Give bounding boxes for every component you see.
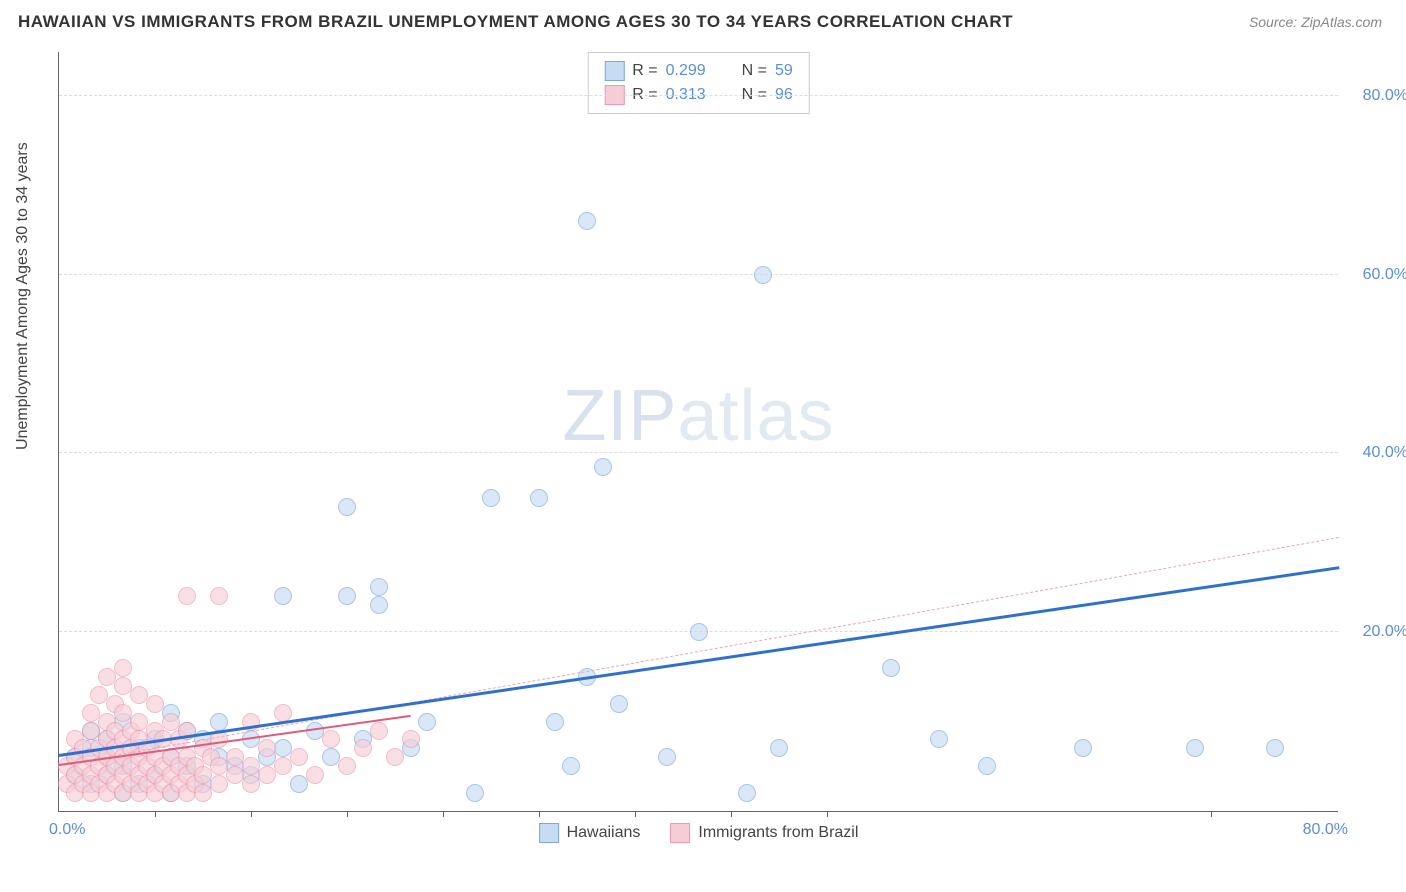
x-tick-mark (539, 811, 540, 817)
data-point (690, 623, 708, 641)
data-point (370, 596, 388, 614)
data-point (770, 739, 788, 757)
series-legend: Hawaiians Immigrants from Brazil (539, 823, 859, 843)
y-tick-label: 40.0% (1348, 444, 1406, 462)
data-point (402, 730, 420, 748)
data-point (258, 766, 276, 784)
data-point (242, 775, 260, 793)
legend-label-hawaiians: Hawaiians (567, 824, 641, 842)
n-label: N = (742, 62, 767, 80)
data-point (114, 659, 132, 677)
data-point (210, 775, 228, 793)
legend-swatch-brazil (670, 823, 690, 843)
data-point (274, 757, 292, 775)
data-point (978, 757, 996, 775)
gridline (59, 95, 1338, 96)
correlation-legend: R = 0.299 N = 59 R = 0.313 N = 96 (587, 52, 809, 114)
data-point (290, 775, 308, 793)
data-point (1266, 739, 1284, 757)
data-point (322, 730, 340, 748)
data-point (210, 713, 228, 731)
trend-line (59, 567, 1339, 758)
x-tick-mark (347, 811, 348, 817)
x-tick-mark (731, 811, 732, 817)
data-point (338, 498, 356, 516)
x-tick-mark (1211, 811, 1212, 817)
scatter-plot-area: ZIPatlas R = 0.299 N = 59 R = 0.313 N = … (58, 52, 1338, 812)
legend-swatch-hawaiians (539, 823, 559, 843)
r-label: R = (632, 62, 657, 80)
watermark-light: atlas (677, 376, 834, 456)
data-point (466, 784, 484, 802)
legend-label-brazil: Immigrants from Brazil (698, 824, 858, 842)
y-tick-label: 60.0% (1348, 266, 1406, 284)
data-point (1074, 739, 1092, 757)
data-point (274, 587, 292, 605)
x-tick-mark (827, 811, 828, 817)
data-point (530, 489, 548, 507)
x-tick-mark (635, 811, 636, 817)
data-point (194, 784, 212, 802)
data-point (338, 587, 356, 605)
x-tick-mark (251, 811, 252, 817)
data-point (354, 739, 372, 757)
data-point (370, 578, 388, 596)
r-value-hawaiians: 0.299 (666, 62, 722, 80)
chart-title: HAWAIIAN VS IMMIGRANTS FROM BRAZIL UNEMP… (18, 12, 1013, 32)
data-point (306, 766, 324, 784)
y-tick-label: 20.0% (1348, 623, 1406, 641)
data-point (290, 748, 308, 766)
data-point (482, 489, 500, 507)
data-point (882, 659, 900, 677)
data-point (578, 212, 596, 230)
x-axis-max-label: 80.0% (1303, 821, 1348, 839)
y-axis-label: Unemployment Among Ages 30 to 34 years (14, 142, 32, 450)
data-point (930, 730, 948, 748)
watermark: ZIPatlas (562, 375, 834, 457)
data-point (738, 784, 756, 802)
source-attribution: Source: ZipAtlas.com (1249, 14, 1382, 30)
data-point (754, 266, 772, 284)
x-tick-mark (443, 811, 444, 817)
data-point (546, 713, 564, 731)
gridline (59, 274, 1338, 275)
data-point (610, 695, 628, 713)
data-point (210, 587, 228, 605)
data-point (418, 713, 436, 731)
y-tick-label: 80.0% (1348, 87, 1406, 105)
data-point (274, 704, 292, 722)
data-point (594, 458, 612, 476)
legend-row-series-1: R = 0.299 N = 59 (604, 59, 792, 83)
data-point (386, 748, 404, 766)
data-point (562, 757, 580, 775)
legend-item-hawaiians: Hawaiians (539, 823, 641, 843)
legend-item-brazil: Immigrants from Brazil (670, 823, 858, 843)
x-tick-mark (155, 811, 156, 817)
gridline (59, 452, 1338, 453)
data-point (258, 739, 276, 757)
data-point (1186, 739, 1204, 757)
data-point (178, 587, 196, 605)
data-point (146, 695, 164, 713)
data-point (658, 748, 676, 766)
data-point (370, 722, 388, 740)
data-point (338, 757, 356, 775)
watermark-bold: ZIP (562, 376, 677, 456)
n-value-hawaiians: 59 (775, 62, 793, 80)
legend-swatch-hawaiians (604, 61, 624, 81)
x-axis-min-label: 0.0% (49, 821, 85, 839)
